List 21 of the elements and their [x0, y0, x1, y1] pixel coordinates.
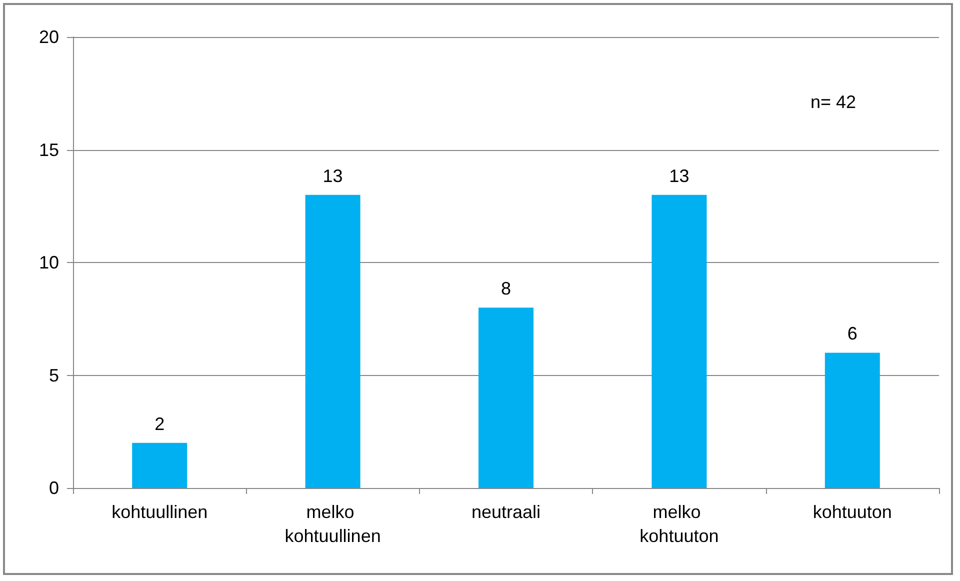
data-label: 2	[154, 414, 165, 434]
data-label: 13	[669, 166, 690, 186]
bar	[478, 308, 534, 488]
x-tick-label: neutraali	[471, 502, 541, 522]
annotation: n= 42	[810, 92, 856, 112]
data-label: 6	[847, 324, 858, 344]
data-label: 8	[500, 278, 512, 299]
bar	[305, 194, 360, 488]
x-tick-label: kohtuuton	[812, 502, 892, 522]
x-tick-label: melko kohtuullinen	[284, 502, 381, 546]
bar	[652, 194, 707, 488]
x-tick-label: kohtuullinen	[112, 502, 208, 522]
y-tick-label: 5	[48, 365, 59, 386]
y-tick-label: 10	[38, 252, 59, 272]
x-tick-label: melko kohtuuton	[640, 502, 719, 546]
y-tick-label: 20	[38, 27, 59, 47]
bar	[824, 352, 880, 488]
y-tick-label: 15	[38, 140, 59, 160]
bar	[132, 442, 188, 488]
data-label: 13	[322, 166, 343, 186]
y-tick-label: 0	[48, 478, 59, 498]
